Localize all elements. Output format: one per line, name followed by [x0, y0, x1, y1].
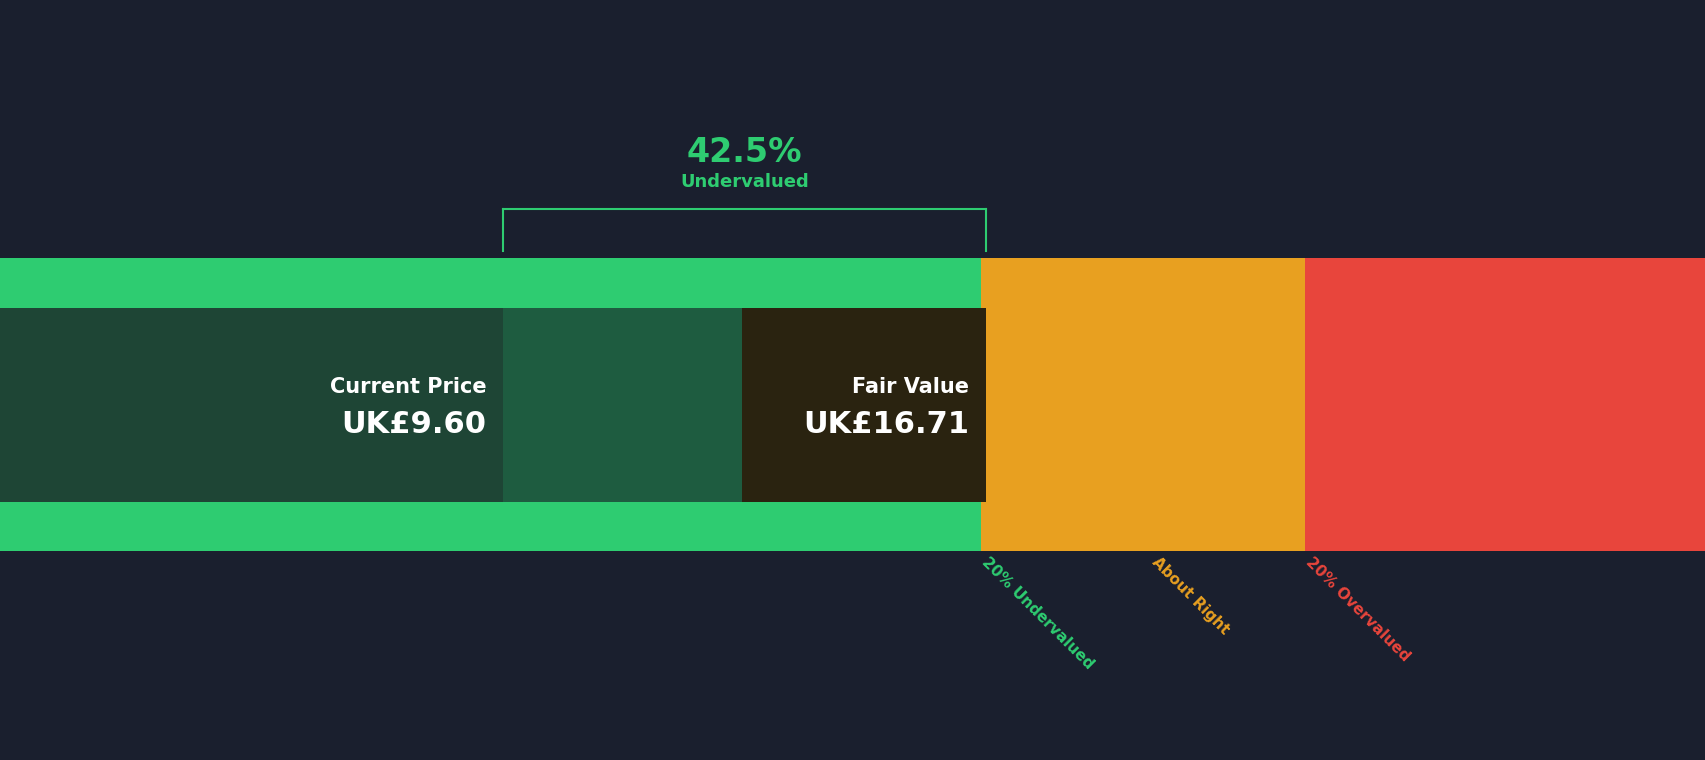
- Text: UK£16.71: UK£16.71: [803, 410, 968, 439]
- Text: About Right: About Right: [1149, 555, 1231, 638]
- Text: 42.5%: 42.5%: [687, 135, 801, 169]
- Bar: [0, 258, 980, 308]
- Text: 20% Undervalued: 20% Undervalued: [979, 555, 1096, 673]
- Text: Undervalued: Undervalued: [680, 173, 808, 192]
- Text: Fair Value: Fair Value: [851, 377, 968, 397]
- Bar: [980, 258, 1304, 308]
- Bar: [0, 308, 980, 502]
- Bar: [1304, 502, 1705, 551]
- Text: Current Price: Current Price: [329, 377, 486, 397]
- Bar: [742, 308, 985, 502]
- Bar: [0, 502, 980, 551]
- Bar: [0, 308, 503, 502]
- Bar: [1304, 308, 1705, 502]
- Bar: [1304, 258, 1705, 308]
- Text: UK£9.60: UK£9.60: [341, 410, 486, 439]
- Bar: [980, 502, 1304, 551]
- Text: 20% Overvalued: 20% Overvalued: [1303, 555, 1412, 664]
- Bar: [980, 308, 1304, 502]
